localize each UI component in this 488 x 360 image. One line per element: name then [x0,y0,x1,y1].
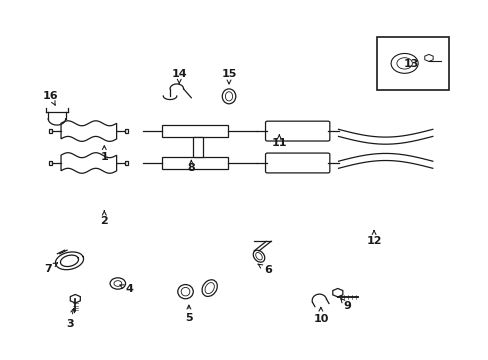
Ellipse shape [253,250,264,262]
Polygon shape [332,288,342,297]
Text: 4: 4 [125,284,133,294]
Text: 13: 13 [403,59,418,69]
Text: 14: 14 [171,69,187,79]
Bar [125,129,128,133]
Text: 12: 12 [366,236,381,246]
Text: 3: 3 [66,319,74,329]
Polygon shape [424,54,432,62]
Ellipse shape [181,287,189,296]
Ellipse shape [204,283,214,294]
Bar [162,125,227,137]
Circle shape [110,278,125,289]
Polygon shape [61,121,117,141]
Circle shape [114,281,122,286]
Text: 5: 5 [185,313,192,323]
Ellipse shape [255,252,262,260]
Text: 6: 6 [263,265,271,275]
Ellipse shape [178,284,193,299]
Ellipse shape [202,280,217,296]
Text: 16: 16 [42,91,58,101]
Circle shape [390,54,417,73]
Bar [377,37,448,90]
Text: 1: 1 [100,152,108,162]
Text: 2: 2 [100,216,108,226]
Ellipse shape [222,89,235,104]
FancyBboxPatch shape [265,153,329,173]
Text: 15: 15 [221,69,236,79]
Ellipse shape [225,92,232,101]
Text: 9: 9 [343,301,350,311]
Bar [162,157,227,168]
Polygon shape [70,294,80,303]
Polygon shape [61,153,117,173]
Bar [125,161,128,165]
FancyBboxPatch shape [265,121,329,141]
Circle shape [396,58,411,69]
Text: 11: 11 [271,138,286,148]
Bar [49,129,52,133]
Bar [49,161,52,165]
Bar [192,137,203,157]
Text: 7: 7 [44,264,52,274]
Text: 10: 10 [312,314,328,324]
Text: 8: 8 [187,163,195,172]
